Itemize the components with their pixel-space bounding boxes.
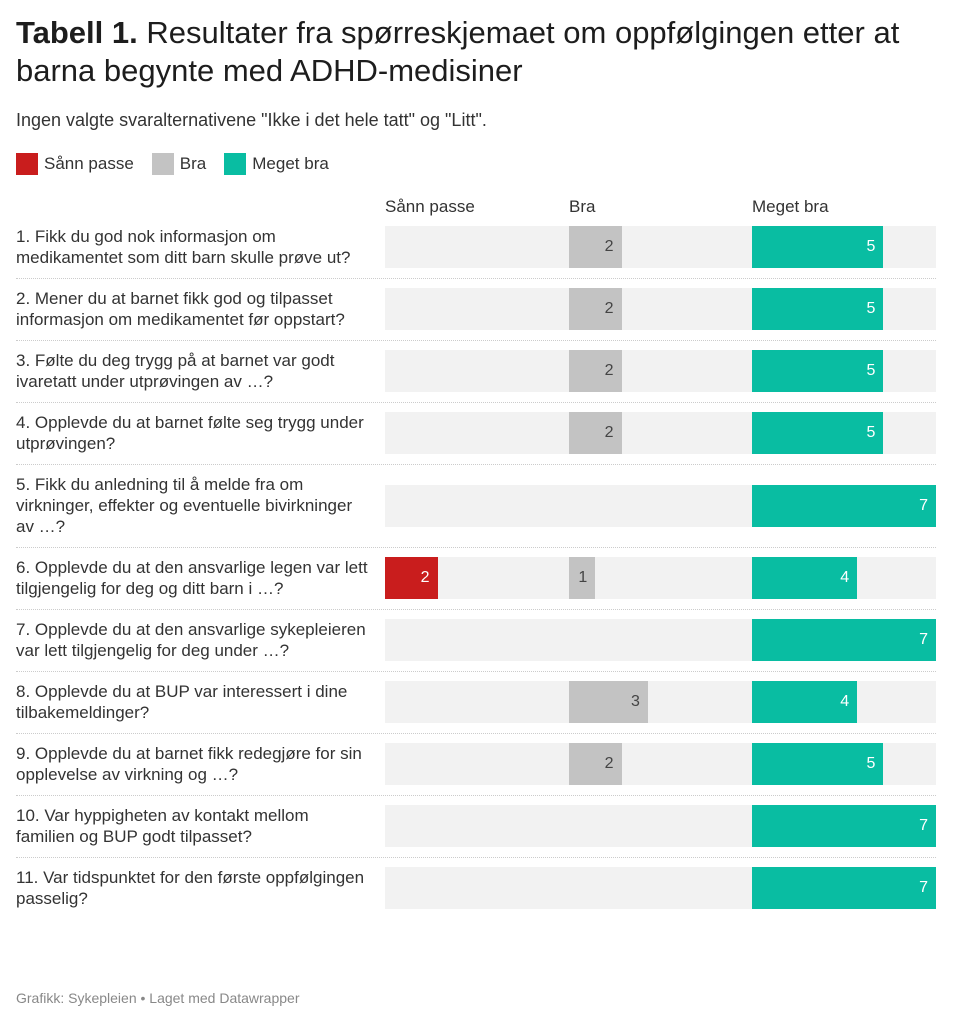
row-label: 5. Fikk du anledning til å melde fra om …	[16, 475, 353, 536]
bar-track: 7	[385, 805, 936, 847]
bar: 5	[752, 226, 884, 268]
bar: 5	[752, 743, 884, 785]
row-label: 10. Var hyppigheten av kontakt mellom fa…	[16, 806, 309, 846]
bar-track: 2 1 4	[385, 557, 936, 599]
bar: 2	[569, 226, 622, 268]
table-row: 11. Var tidspunktet for den første oppfø…	[16, 867, 936, 919]
bar: 7	[752, 484, 936, 527]
column-header: Meget bra	[752, 197, 829, 216]
bar: 5	[752, 412, 884, 454]
bar: 2	[569, 350, 622, 392]
bar: 2	[569, 412, 622, 454]
bar: 3	[569, 681, 648, 723]
legend: Sånn passe Bra Meget bra	[16, 153, 329, 175]
row-label: 8. Opplevde du at BUP var interessert i …	[16, 682, 348, 722]
title-text: Resultater fra spørreskjemaet om oppfølg…	[16, 15, 900, 88]
bar: 7	[752, 867, 936, 909]
bar: 2	[569, 743, 622, 785]
row-label: 4. Opplevde du at barnet følte seg trygg…	[16, 413, 364, 453]
chart-subtitle: Ingen valgte svaralternativene "Ikke i d…	[16, 110, 487, 130]
bar: 4	[752, 681, 858, 723]
row-label: 1. Fikk du god nok informasjon om medika…	[16, 227, 351, 267]
bar: 4	[752, 557, 858, 599]
table-row: 3. Følte du deg trygg på at barnet var g…	[16, 350, 936, 403]
bar-track: 7	[385, 484, 936, 527]
legend-swatch	[16, 153, 38, 175]
table-row: 9. Opplevde du at barnet fikk redegjøre …	[16, 743, 936, 796]
row-label: 6. Opplevde du at den ansvarlige legen v…	[16, 558, 368, 598]
row-label: 9. Opplevde du at barnet fikk redegjøre …	[16, 744, 362, 784]
legend-swatch	[224, 153, 247, 175]
table-row: 2. Mener du at barnet fikk god og tilpas…	[16, 288, 936, 341]
legend-label: Meget bra	[252, 154, 329, 173]
row-label: 2. Mener du at barnet fikk god og tilpas…	[16, 289, 345, 329]
table-row: 7. Opplevde du at den ansvarlige sykeple…	[16, 619, 936, 672]
legend-item: Meget bra	[224, 153, 329, 175]
legend-item: Sånn passe	[16, 153, 134, 175]
table-row: 10. Var hyppigheten av kontakt mellom fa…	[16, 805, 936, 858]
legend-label: Bra	[179, 154, 207, 173]
row-label: 7. Opplevde du at den ansvarlige sykeple…	[16, 620, 366, 660]
title-bold: Tabell 1.	[16, 15, 138, 50]
column-header: Bra	[569, 197, 596, 216]
chart-rows: 1. Fikk du god nok informasjon om medika…	[16, 226, 936, 928]
footer-credit: Grafikk: Sykepleien • Laget med Datawrap…	[16, 990, 300, 1006]
legend-item: Bra	[151, 153, 207, 175]
column-header: Sånn passe	[385, 197, 475, 216]
bar-track: 7	[385, 867, 936, 909]
table-row: 6. Opplevde du at den ansvarlige legen v…	[16, 557, 936, 610]
bar: 1	[569, 557, 596, 599]
bar-track: 7	[385, 619, 936, 661]
bar: 7	[752, 619, 936, 661]
table-row: 4. Opplevde du at barnet følte seg trygg…	[16, 412, 936, 465]
legend-label: Sånn passe	[44, 154, 134, 173]
row-label: 3. Følte du deg trygg på at barnet var g…	[16, 351, 335, 391]
table-row: 8. Opplevde du at BUP var interessert i …	[16, 681, 936, 734]
chart-title: Tabell 1. Resultater fra spørreskjemaet …	[16, 14, 936, 90]
bar: 5	[752, 288, 884, 330]
row-label: 11. Var tidspunktet for den første oppfø…	[16, 868, 365, 908]
bar: 5	[752, 350, 884, 392]
bar: 7	[752, 805, 936, 847]
bar: 2	[569, 288, 622, 330]
legend-swatch	[151, 153, 174, 175]
bar: 2	[385, 557, 438, 599]
table-row: 5. Fikk du anledning til å melde fra om …	[16, 474, 936, 548]
table-row: 1. Fikk du god nok informasjon om medika…	[16, 226, 936, 279]
